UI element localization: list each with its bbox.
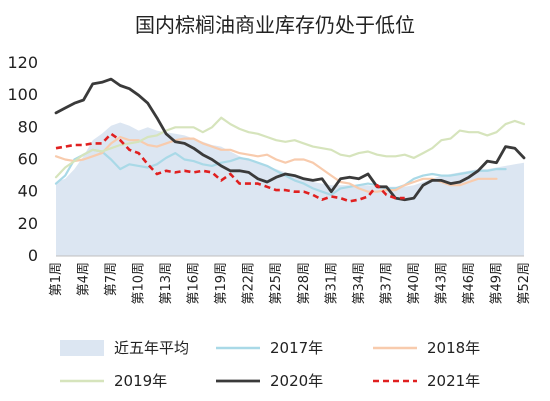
legend-label: 2019年 [114,372,167,390]
x-tick-label: 第25周 [269,262,284,305]
x-tick-label: 第1周 [49,262,64,296]
x-tick-label: 第49周 [490,262,505,305]
y-tick-label: 80 [18,117,38,136]
x-tick-label: 第37周 [379,262,394,305]
chart-title: 国内棕榈油商业库存仍处于低位 [135,13,415,37]
x-tick-label: 第34周 [352,262,367,305]
x-tick-label: 第52周 [517,262,532,305]
x-tick-label: 第31周 [324,262,339,305]
series-area-five-year-average [56,122,524,256]
x-tick-label: 第46周 [462,262,477,305]
series-line-5 [55,132,405,203]
y-tick-label: 100 [7,85,38,104]
x-tick-label: 第40周 [407,262,422,305]
legend-swatch-area [60,340,104,356]
x-tick-label: 第43周 [434,262,449,305]
series-line-1 [54,148,507,196]
y-tick-label: 60 [18,150,38,169]
x-tick-label: 第13周 [159,262,174,305]
x-tick-label: 第19周 [214,262,229,305]
x-tick-label: 第10周 [132,262,147,305]
x-tick-label: 第22周 [242,262,257,305]
series-line-4 [54,77,526,202]
x-tick-label: 第28周 [297,262,312,305]
x-tick-label: 第4周 [77,262,92,296]
y-tick-label: 0 [28,246,38,265]
y-tick-label: 120 [7,53,38,72]
y-tick-label: 20 [18,214,38,233]
x-tick-label: 第7周 [104,262,119,296]
axes: 0 20 40 60 80 100 120 第1周 第4周 第7周 第10周 第13周 第16周 第19周… [7,53,532,305]
y-tick-label: 40 [18,182,38,201]
legend-label: 2020年 [270,372,323,390]
legend: 近五年平均 2017年 2018年 2019年 2020年 2021年 [60,339,480,390]
legend-label: 2018年 [427,339,480,357]
series-line-2 [54,135,498,193]
legend-label: 近五年平均 [114,339,189,357]
legend-label: 2021年 [427,372,480,390]
plot-area [54,77,526,256]
legend-label: 2017年 [270,339,323,357]
series-line-3 [54,116,526,179]
x-tick-label: 第16周 [187,262,202,305]
